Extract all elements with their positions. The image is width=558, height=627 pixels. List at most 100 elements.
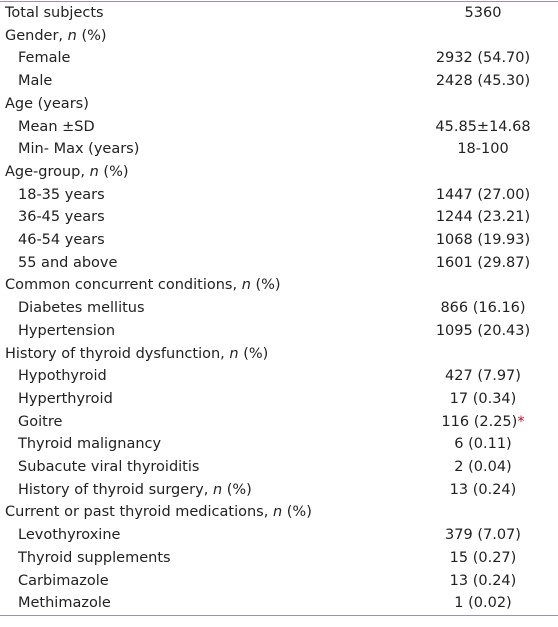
row-value: 116 (2.25)* bbox=[408, 411, 558, 434]
value-text: 1068 (19.93) bbox=[435, 232, 531, 249]
table-row: Current or past thyroid medications, n (… bbox=[0, 501, 558, 524]
row-value: 6 (0.11) bbox=[408, 433, 558, 456]
label-text: Female bbox=[18, 50, 71, 67]
table-row: Subacute viral thyroiditis 2 (0.04) bbox=[0, 456, 558, 479]
value-text: 45.85±14.68 bbox=[435, 118, 531, 135]
value-text: 1447 (27.00) bbox=[435, 186, 531, 203]
table-row: Male 2428 (45.30) bbox=[0, 70, 558, 93]
table-row: Gender, n (%) bbox=[0, 25, 558, 48]
row-value bbox=[408, 343, 558, 366]
label-text: Hypothyroid bbox=[18, 368, 107, 385]
row-value bbox=[408, 501, 558, 524]
table-row: Goitre 116 (2.25)* bbox=[0, 411, 558, 434]
row-value: 45.85±14.68 bbox=[408, 116, 558, 139]
row-label: Subacute viral thyroiditis bbox=[0, 456, 408, 479]
label-text: (%) bbox=[76, 27, 107, 44]
row-value: 2 (0.04) bbox=[408, 456, 558, 479]
label-text: Subacute viral thyroiditis bbox=[18, 459, 200, 476]
table-row: 46-54 years 1068 (19.93) bbox=[0, 229, 558, 252]
value-text: 379 (7.07) bbox=[445, 527, 521, 544]
label-text: Total subjects bbox=[5, 5, 104, 21]
label-text: Hyperthyroid bbox=[18, 390, 113, 407]
table-row: Diabetes mellitus 866 (16.16) bbox=[0, 297, 558, 320]
row-value: 1601 (29.87) bbox=[408, 252, 558, 275]
row-label: Thyroid supplements bbox=[0, 547, 408, 570]
row-label: Goitre bbox=[0, 411, 408, 434]
value-text: 2428 (45.30) bbox=[435, 73, 531, 90]
row-value: 1244 (23.21) bbox=[408, 206, 558, 229]
row-value: 18-100 bbox=[408, 138, 558, 161]
row-label: Total subjects bbox=[0, 2, 408, 25]
value-text: 13 (0.24) bbox=[449, 481, 517, 498]
row-label: Hyperthyroid bbox=[0, 388, 408, 411]
label-text: Methimazole bbox=[18, 595, 111, 612]
row-value: 2932 (54.70) bbox=[408, 47, 558, 70]
table-row: Methimazole 1 (0.02) bbox=[0, 592, 558, 615]
label-text: Levothyroxine bbox=[18, 527, 121, 544]
table-row: Thyroid supplements 15 (0.27) bbox=[0, 547, 558, 570]
row-value: 1 (0.02) bbox=[408, 592, 558, 615]
row-label: Thyroid malignancy bbox=[0, 433, 408, 456]
row-value bbox=[408, 274, 558, 297]
table-row: 36-45 years 1244 (23.21) bbox=[0, 206, 558, 229]
row-label: Current or past thyroid medications, n (… bbox=[0, 501, 408, 524]
value-text: 5360 bbox=[464, 5, 502, 21]
row-label: Hypothyroid bbox=[0, 365, 408, 388]
label-text: Gender, bbox=[5, 27, 68, 44]
label-text: n bbox=[212, 481, 223, 498]
label-text: (%) bbox=[98, 163, 129, 180]
row-value: 379 (7.07) bbox=[408, 524, 558, 547]
label-text: Age (years) bbox=[5, 95, 89, 112]
row-label: 18-35 years bbox=[0, 184, 408, 207]
label-text: (%) bbox=[238, 345, 269, 362]
label-text: Common concurrent conditions, bbox=[5, 277, 242, 294]
label-text: n bbox=[229, 345, 239, 362]
value-text: 2932 (54.70) bbox=[435, 50, 531, 67]
row-label: 46-54 years bbox=[0, 229, 408, 252]
row-label: Hypertension bbox=[0, 320, 408, 343]
row-value: 13 (0.24) bbox=[408, 570, 558, 593]
value-text: 1601 (29.87) bbox=[435, 254, 531, 271]
row-value: 17 (0.34) bbox=[408, 388, 558, 411]
table-row: 55 and above 1601 (29.87) bbox=[0, 252, 558, 275]
label-text: n bbox=[272, 504, 283, 521]
value-text: 13 (0.24) bbox=[449, 572, 517, 589]
row-label: Methimazole bbox=[0, 592, 408, 615]
row-label: Diabetes mellitus bbox=[0, 297, 408, 320]
value-text: 17 (0.34) bbox=[449, 390, 517, 407]
table-body: Total subjects 5360 Gender, n (%) Female 293… bbox=[0, 2, 558, 615]
label-text: History of thyroid surgery, bbox=[18, 481, 213, 498]
label-text: Current or past thyroid medications, bbox=[5, 504, 273, 521]
value-text: 6 (0.11) bbox=[454, 436, 512, 453]
table: Total subjects 5360 Gender, n (%) Female 293… bbox=[0, 2, 558, 615]
label-text: Thyroid malignancy bbox=[18, 436, 162, 453]
row-value: 2428 (45.30) bbox=[408, 70, 558, 93]
row-label: Female bbox=[0, 47, 408, 70]
table-row: History of thyroid dysfunction, n (%) bbox=[0, 343, 558, 366]
footnote-mark: * bbox=[517, 413, 525, 430]
label-text: (%) bbox=[222, 481, 252, 498]
row-value bbox=[408, 25, 558, 48]
label-text: n bbox=[67, 27, 77, 44]
table-row: Age (years) bbox=[0, 93, 558, 116]
row-label: Carbimazole bbox=[0, 570, 408, 593]
label-text: Diabetes mellitus bbox=[18, 300, 145, 317]
row-label: Age (years) bbox=[0, 93, 408, 116]
table-row: Thyroid malignancy 6 (0.11) bbox=[0, 433, 558, 456]
row-value: 5360 bbox=[408, 2, 558, 25]
label-text: n bbox=[89, 163, 99, 180]
table-row: Min- Max (years) 18-100 bbox=[0, 138, 558, 161]
row-label: Male bbox=[0, 70, 408, 93]
row-label: Gender, n (%) bbox=[0, 25, 408, 48]
table-row: History of thyroid surgery, n (%) 13 (0.2… bbox=[0, 479, 558, 502]
row-value bbox=[408, 161, 558, 184]
row-label: Min- Max (years) bbox=[0, 138, 408, 161]
row-label: History of thyroid dysfunction, n (%) bbox=[0, 343, 408, 366]
row-value: 1095 (20.43) bbox=[408, 320, 558, 343]
table-row: Common concurrent conditions, n (%) bbox=[0, 274, 558, 297]
value-text: 18-100 bbox=[457, 141, 509, 158]
row-label: Age-group, n (%) bbox=[0, 161, 408, 184]
row-label: 55 and above bbox=[0, 252, 408, 275]
table-row: Hyperthyroid 17 (0.34) bbox=[0, 388, 558, 411]
